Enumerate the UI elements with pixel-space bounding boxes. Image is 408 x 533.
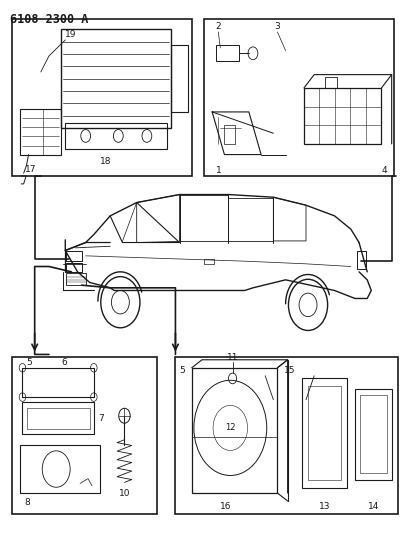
Bar: [308, 386, 341, 480]
Text: 17: 17: [24, 165, 36, 174]
Text: 5: 5: [27, 358, 32, 367]
Bar: [228, 198, 273, 241]
Bar: [27, 408, 90, 429]
Text: 4: 4: [382, 166, 388, 175]
Text: 7: 7: [98, 414, 104, 423]
Bar: [204, 19, 394, 176]
Bar: [175, 357, 398, 514]
Bar: [302, 378, 347, 488]
Text: 5: 5: [180, 366, 185, 375]
Bar: [192, 368, 277, 493]
Bar: [65, 123, 167, 149]
Bar: [325, 77, 337, 88]
Bar: [22, 402, 94, 434]
Bar: [224, 125, 235, 144]
Text: 3: 3: [275, 22, 280, 31]
Bar: [22, 368, 94, 397]
Bar: [12, 19, 192, 176]
Text: 8: 8: [24, 498, 30, 507]
Bar: [171, 45, 188, 112]
Bar: [216, 45, 239, 61]
Bar: [12, 357, 157, 514]
Bar: [304, 88, 381, 144]
Text: 18: 18: [100, 157, 111, 166]
Text: 19: 19: [65, 30, 77, 39]
Text: 6108 2300 A: 6108 2300 A: [10, 13, 89, 26]
Text: 15: 15: [284, 366, 295, 375]
Bar: [66, 251, 82, 261]
Text: 6: 6: [62, 358, 67, 367]
Bar: [180, 195, 228, 241]
Bar: [204, 259, 214, 264]
Bar: [360, 395, 387, 473]
Text: 10: 10: [119, 489, 130, 497]
Text: 16: 16: [220, 502, 232, 511]
Text: 14: 14: [368, 502, 379, 511]
Bar: [66, 263, 82, 272]
Bar: [66, 273, 86, 285]
Text: 13: 13: [319, 502, 330, 511]
Bar: [61, 29, 171, 128]
Text: 2: 2: [215, 22, 221, 31]
Bar: [355, 389, 392, 480]
Text: 11: 11: [227, 353, 238, 361]
Bar: [20, 445, 100, 493]
Bar: [357, 251, 366, 269]
Text: 12: 12: [225, 423, 235, 432]
Text: 1: 1: [216, 166, 222, 175]
Bar: [20, 109, 61, 155]
